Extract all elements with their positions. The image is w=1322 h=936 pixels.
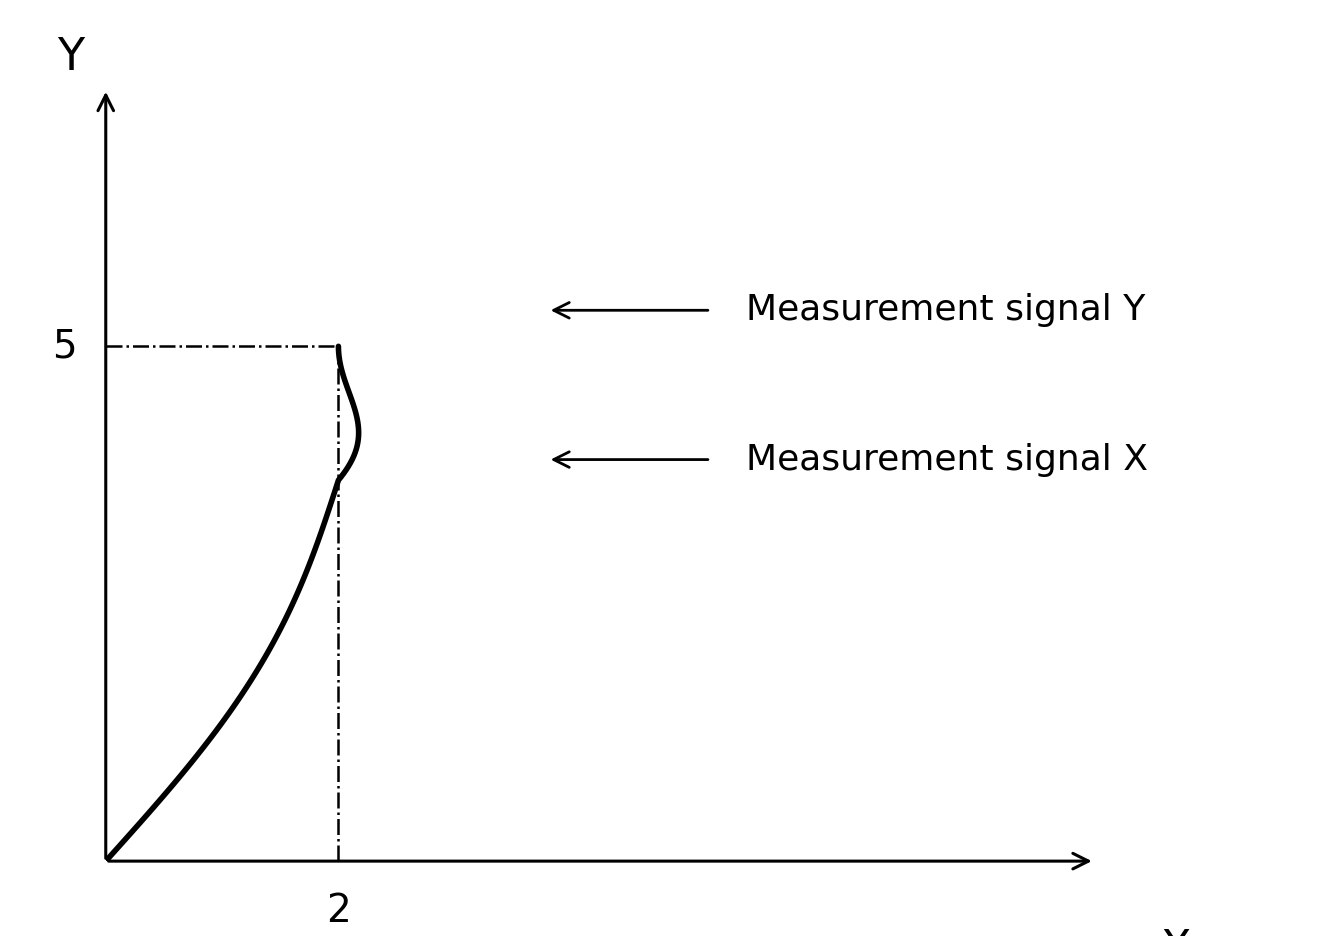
Text: 2: 2: [327, 892, 350, 930]
Text: 5: 5: [52, 328, 77, 365]
Text: Y: Y: [57, 36, 85, 79]
Text: X: X: [1161, 929, 1191, 936]
Text: Measurement signal Y: Measurement signal Y: [746, 293, 1145, 328]
Text: Measurement signal X: Measurement signal X: [746, 443, 1147, 476]
